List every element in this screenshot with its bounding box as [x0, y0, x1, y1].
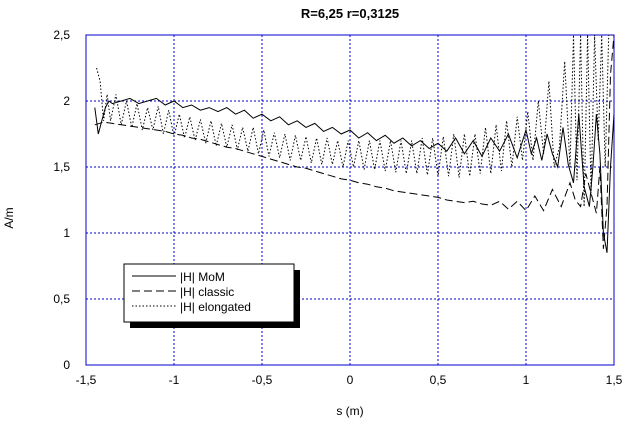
chart-title: R=6,25 r=0,3125	[301, 6, 399, 21]
y-tick-label: 0	[63, 358, 70, 372]
series-line-classic	[94, 35, 614, 249]
y-tick-label: 1	[63, 226, 70, 240]
plot-frame	[85, 34, 615, 366]
x-axis-label: s (m)	[336, 404, 363, 418]
legend-label-elongated: |H| elongated	[180, 300, 251, 314]
x-tick-label: -1	[169, 373, 180, 387]
y-tick-label: 0,5	[53, 292, 70, 306]
y-axis-ticks: 0 0,5 1 1,5 2 2,5	[53, 28, 70, 372]
legend-box	[123, 263, 295, 323]
x-tick-label: 1,5	[606, 373, 623, 387]
plot-area	[94, 35, 614, 253]
x-tick-label: 1	[523, 373, 530, 387]
y-tick-label: 2	[63, 94, 70, 108]
x-tick-label: -0,5	[252, 373, 273, 387]
legend: |H| MoM |H| classic |H| elongated	[123, 263, 300, 328]
x-axis-ticks: -1,5 -1 -0,5 0 0,5 1 1,5	[76, 373, 623, 387]
y-axis-label: A/m	[2, 207, 16, 228]
x-tick-label: -1,5	[76, 373, 97, 387]
x-tick-label: 0	[347, 373, 354, 387]
legend-label-classic: |H| classic	[180, 285, 234, 299]
grid-lines	[86, 35, 614, 365]
y-tick-label: 1,5	[53, 160, 70, 174]
series-line-mom	[94, 97, 614, 253]
legend-label-mom: |H| MoM	[180, 270, 225, 284]
x-tick-label: 0,5	[430, 373, 447, 387]
y-tick-label: 2,5	[53, 28, 70, 42]
